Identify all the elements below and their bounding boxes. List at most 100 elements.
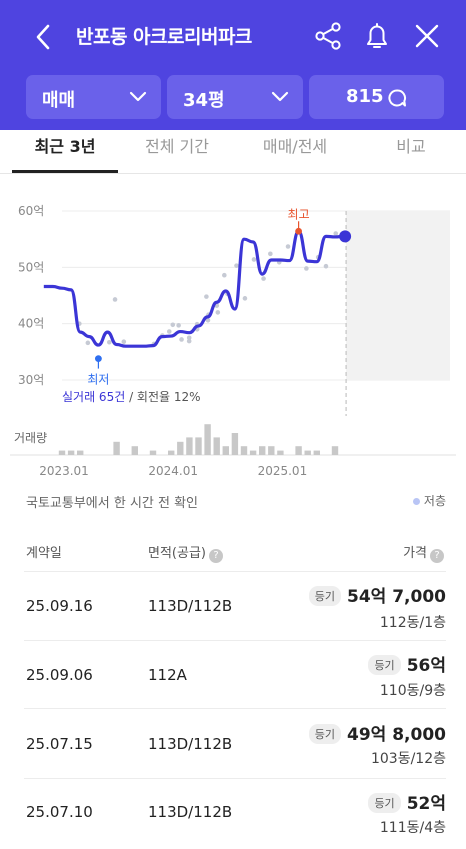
volume-bar — [186, 437, 192, 455]
volume-bar — [168, 451, 174, 455]
volume-bar — [77, 451, 83, 455]
help-icon[interactable]: ? — [430, 549, 444, 563]
trade-point — [187, 335, 192, 340]
price-trend-line — [44, 231, 344, 346]
tab-compare[interactable]: 비교 — [360, 133, 462, 173]
share-button[interactable] — [312, 20, 344, 52]
comment-bubble-icon — [387, 88, 407, 108]
table-row[interactable]: 25.09.16 113D/112B 등기 54억 7,000 112동/1층 — [24, 571, 446, 640]
price-chart-svg: 60억50억40억30억최고최저실거래 65건 / 회전율 12%거래량2023… — [0, 180, 466, 480]
price-chart[interactable]: 60억 50억 40억 30억 최고 최저 실거래 65건 / 회전율 12% 거래량 2023… — [0, 180, 466, 480]
registered-badge: 등기 — [368, 793, 400, 813]
registered-badge: 등기 — [309, 724, 341, 744]
price-value: 등기 49억 8,000 — [309, 720, 446, 745]
volume-bar — [214, 437, 220, 455]
bell-icon — [361, 20, 393, 52]
area-value: 112A — [148, 666, 187, 684]
area-value: 113D/112B — [148, 597, 232, 615]
help-icon[interactable]: ? — [209, 549, 223, 563]
unit-floor: 111동/4층 — [380, 817, 446, 837]
y-tick-label: 40억 — [18, 317, 44, 331]
trade-point — [179, 337, 184, 342]
trade-point — [261, 276, 266, 281]
header-contract-date: 계약일 — [26, 542, 62, 561]
app-header: 반포동 아크로리버파크 매매 34평 — [0, 0, 466, 130]
deal-type-label: 매매 — [42, 86, 75, 112]
y-tick-label: 30억 — [18, 373, 44, 387]
price-amount: 54억 7,000 — [347, 587, 446, 607]
registered-badge: 등기 — [368, 655, 400, 675]
trade-point — [167, 329, 172, 334]
future-region — [346, 211, 450, 380]
low-floor-dot-icon — [413, 498, 420, 505]
trade-point — [122, 339, 127, 344]
table-header: 계약일 면적(공급)? 가격? — [0, 540, 466, 570]
tabs-divider — [0, 173, 466, 174]
volume-bar — [177, 442, 183, 455]
trade-point — [107, 340, 112, 345]
unit-floor: 112동/1층 — [380, 612, 446, 632]
volume-bar — [259, 446, 265, 455]
header-price-label: 가격 — [403, 546, 427, 561]
legend-label: 저층 — [424, 494, 446, 508]
y-tick-label: 50억 — [18, 260, 44, 274]
tab-all-period[interactable]: 전체 기간 — [125, 133, 229, 173]
current-price-marker — [339, 230, 351, 242]
close-icon — [411, 20, 443, 52]
chevron-down-icon — [129, 89, 147, 103]
area-value: 113D/112B — [148, 803, 232, 821]
close-button[interactable] — [411, 20, 443, 52]
trade-point — [222, 273, 227, 278]
volume-bar — [204, 424, 210, 455]
registered-badge: 등기 — [309, 586, 341, 606]
trade-point — [286, 244, 291, 249]
tab-recent-3-years[interactable]: 최근 3년 — [12, 133, 118, 173]
volume-bar — [277, 451, 283, 455]
trade-point — [86, 341, 91, 346]
table-row[interactable]: 25.07.15 113D/112B 등기 49억 8,000 103동/12층 — [24, 708, 446, 778]
volume-bar — [150, 451, 156, 455]
x-tick-label: 2023.01 — [39, 464, 89, 478]
trade-summary: 실거래 65건 / 회전율 12% — [62, 390, 201, 404]
trade-point — [333, 231, 338, 236]
price-value: 등기 54억 7,000 — [309, 582, 446, 607]
legend-low-floor: 저층 — [413, 492, 446, 509]
volume-bar — [59, 451, 65, 455]
table-row[interactable]: 25.09.06 112A 등기 56억 110동/9층 — [24, 640, 446, 708]
price-value: 등기 52억 — [368, 789, 446, 814]
tab-sale-jeonse[interactable]: 매매/전세 — [240, 133, 350, 173]
volume-bar — [250, 451, 256, 455]
volume-bar — [268, 446, 274, 455]
comments-button[interactable]: 815 — [309, 75, 444, 119]
trade-point — [204, 294, 209, 299]
contract-date: 25.07.15 — [26, 735, 93, 753]
period-tabs: 최근 3년 전체 기간 매매/전세 비교 — [0, 130, 466, 174]
volume-bar — [295, 446, 301, 455]
volume-bar — [68, 451, 74, 455]
area-value: 113D/112B — [148, 735, 232, 753]
trade-point — [268, 252, 273, 257]
chevron-left-icon — [30, 22, 58, 52]
contract-date: 25.09.06 — [26, 666, 93, 684]
high-marker — [295, 228, 302, 235]
size-select[interactable]: 34평 — [167, 75, 303, 119]
low-label: 최저 — [87, 373, 109, 387]
page-title: 반포동 아크로리버파크 — [76, 22, 252, 49]
table-row[interactable]: 25.07.10 113D/112B 등기 52억 111동/4층 — [24, 778, 446, 849]
volume-bar — [241, 446, 247, 455]
deal-type-select[interactable]: 매매 — [26, 75, 161, 119]
x-tick-label: 2025.01 — [258, 464, 308, 478]
price-amount: 52억 — [407, 794, 446, 814]
header-area: 면적(공급)? — [148, 542, 223, 563]
low-marker — [95, 355, 102, 362]
trade-point — [216, 310, 221, 315]
header-price: 가격? — [403, 542, 444, 563]
turnover-rate: / 회전율 12% — [125, 390, 200, 404]
trade-point — [113, 297, 118, 302]
back-button[interactable] — [30, 22, 58, 52]
volume-bar — [132, 446, 138, 455]
price-amount: 49억 8,000 — [347, 725, 446, 745]
high-label: 최고 — [288, 207, 310, 221]
notification-button[interactable] — [361, 20, 393, 52]
trade-count: 실거래 65건 — [62, 390, 125, 404]
